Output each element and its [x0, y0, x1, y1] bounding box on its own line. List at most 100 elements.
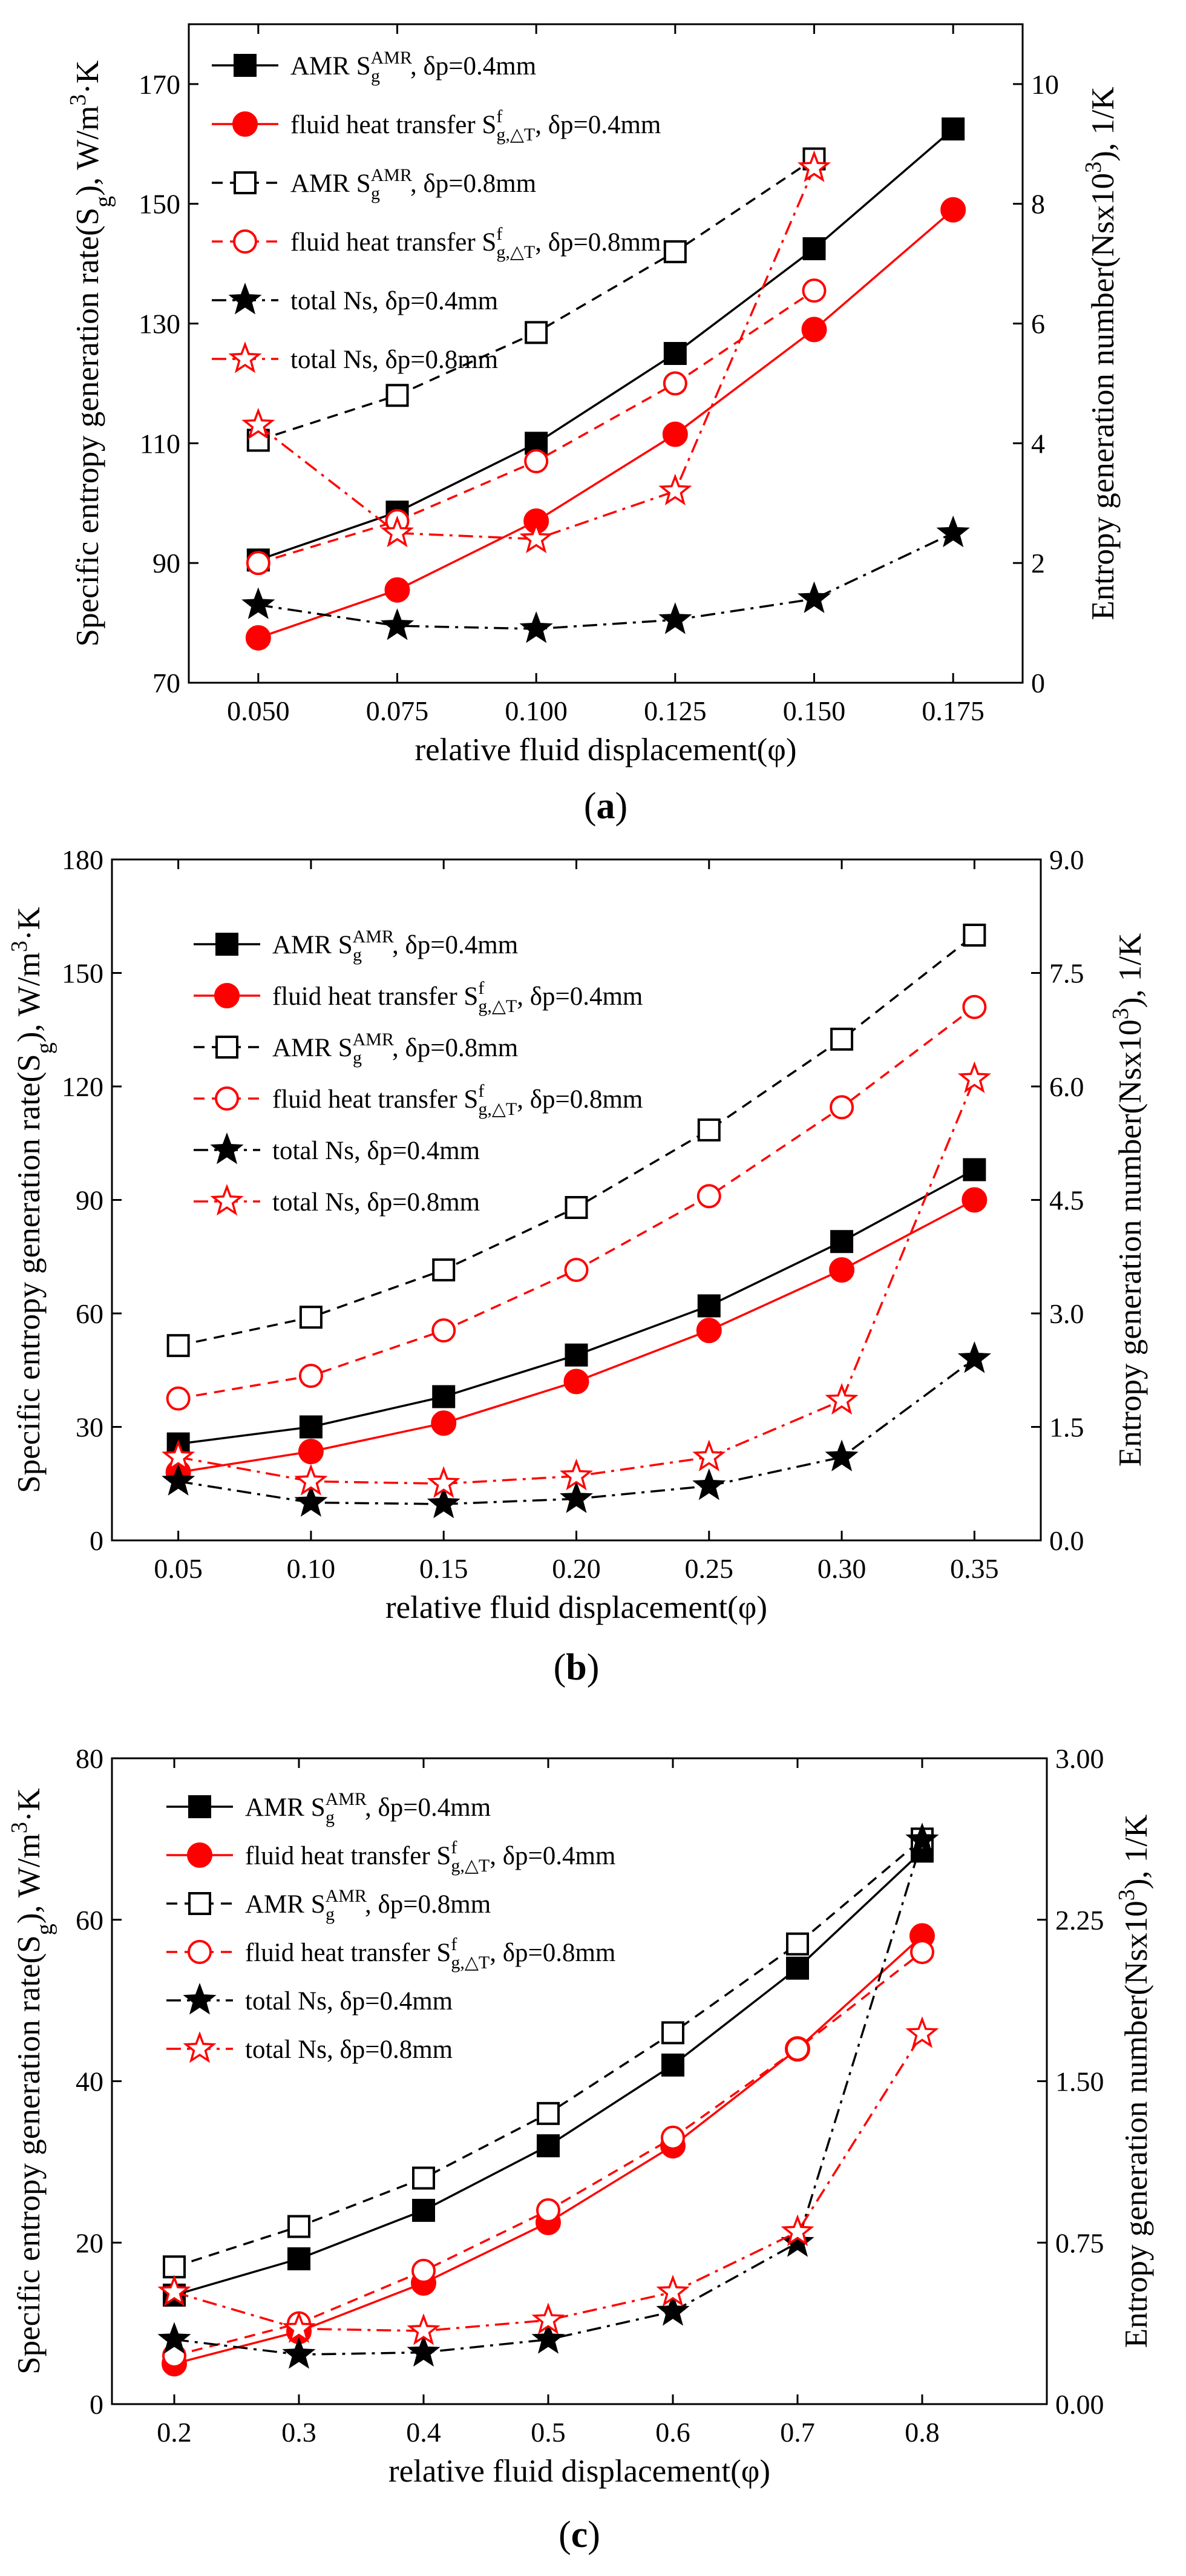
x-tick-label: 0.35	[950, 1553, 999, 1584]
legend-fluid-sup: f	[496, 107, 502, 126]
series-6-point	[531, 2302, 565, 2334]
legend-amr-sup: AMR	[371, 48, 412, 68]
series-3-point	[963, 924, 986, 947]
legend-fluid-text: fluid heat transfer S	[245, 1939, 451, 1967]
series-3-point	[697, 1118, 721, 1142]
y-axis-title-unit: ), W/m	[11, 952, 47, 1042]
series-6-point	[427, 1466, 460, 1498]
y-axis-title-sub: g	[32, 1924, 57, 1935]
series-1-point	[786, 1956, 809, 1980]
series-3-point	[166, 1334, 190, 1358]
legend-marker-2	[232, 111, 258, 137]
legend-ns-text: total Ns, δp=0.8mm	[245, 2036, 453, 2064]
series-2-point	[298, 1439, 324, 1465]
y-axis-title: Specific entropy generation rate(Sg), W/…	[7, 1788, 57, 2374]
legend-marker-5	[210, 1132, 244, 1165]
y-tick-label: 90	[152, 548, 180, 579]
legend-amr-text: AMR S	[290, 52, 371, 80]
series-6-point	[380, 515, 414, 548]
legend-fluid-text: fluid heat transfer S	[272, 982, 478, 1011]
legend-dp: , δp=0.4mm	[490, 1842, 615, 1870]
series-2-point	[962, 1187, 988, 1213]
legend-label-5: total Ns, δp=0.4mm	[272, 1137, 480, 1165]
y2-tick-label: 4	[1031, 428, 1045, 459]
x-axis-title: relative fluid displacement(φ)	[414, 732, 796, 767]
legend-marker-6	[183, 2031, 217, 2063]
y2-axis-title: Entropy generation number(Nsx103), 1/K	[1114, 1815, 1154, 2348]
series-5-point	[519, 611, 553, 643]
y-axis-title-unit: ), W/m	[11, 1833, 47, 1924]
y2-axis-title-main: Entropy generation number(Nsx10	[1119, 1901, 1154, 2348]
series-5-point	[656, 2294, 690, 2326]
y2-axis-title-sup: 3	[1081, 162, 1106, 173]
y-tick-label: 0	[90, 1525, 103, 1556]
legend-dp: , δp=0.8mm	[410, 169, 536, 198]
y-axis-title-sup: 3	[65, 94, 91, 106]
legend-dp: , δp=0.4mm	[392, 931, 518, 959]
legend-amr-text: AMR S	[245, 1793, 326, 1822]
series-1-point	[412, 2198, 435, 2222]
y2-axis-title-sup: 3	[1108, 1008, 1133, 1019]
x-tick-label: 0.8	[905, 2417, 940, 2448]
series-3-point	[412, 2166, 435, 2190]
series-4-point	[298, 1364, 323, 1388]
y2-axis-title-sup: 3	[1114, 1889, 1139, 1901]
series-6-point	[294, 1464, 328, 1496]
series-4-point	[785, 2037, 810, 2062]
series-line-1	[258, 128, 954, 561]
series-line-5	[258, 532, 954, 630]
legend-marker-2	[214, 983, 240, 1008]
series-6-point	[658, 473, 692, 505]
legend-amr-sub: g	[353, 1048, 362, 1068]
legend-label-2: fluid heat transfer Sf g,△T, δp=0.4mm	[290, 107, 661, 145]
legend-amr-text: AMR S	[272, 1034, 353, 1062]
series-3-point	[663, 240, 687, 263]
x-tick-label: 0.20	[552, 1553, 601, 1584]
series-6-point	[559, 1458, 594, 1491]
series-6-point	[282, 2311, 316, 2343]
legend-dp: , δp=0.4mm	[517, 982, 643, 1011]
series-6-point	[162, 1439, 195, 1471]
legend-amr-text: AMR S	[272, 931, 353, 959]
y2-tick-label: 10	[1031, 69, 1059, 100]
y2-axis-title-end: ), 1/K	[1086, 87, 1121, 162]
y-tick-label: 60	[76, 1905, 103, 1936]
series-5-point	[427, 1486, 460, 1519]
legend-ns-text: total Ns, δp=0.4mm	[272, 1137, 480, 1165]
legend-fluid-sub: g,△T	[478, 1099, 517, 1119]
x-tick-label: 0.075	[366, 695, 429, 726]
y2-axis-title-end: ), 1/K	[1119, 1815, 1154, 1890]
panel-label-close: )	[588, 2514, 600, 2555]
y2-tick-label: 0.00	[1055, 2389, 1104, 2420]
legend-dp: , δp=0.4mm	[365, 1793, 491, 1822]
legend-label-4: fluid heat transfer Sf g,△T, δp=0.8mm	[245, 1934, 615, 1973]
x-tick-label: 0.050	[227, 695, 290, 726]
legend-label-3: AMR SAMR g , δp=0.8mm	[290, 165, 536, 203]
legend-amr-sup: AMR	[371, 165, 412, 185]
series-4-point	[661, 2125, 685, 2150]
legend-amr-text: AMR S	[245, 1890, 326, 1919]
series-5-point	[957, 1341, 991, 1373]
legend-marker-1	[234, 54, 257, 77]
x-tick-label: 0.4	[406, 2417, 441, 2448]
series-5-point	[241, 587, 275, 619]
legend-dp: , δp=0.8mm	[365, 1890, 491, 1919]
series-1-point	[697, 1294, 721, 1318]
series-3-point	[163, 2255, 186, 2279]
panel-label-close: )	[587, 1647, 600, 1688]
panel-label-b: (b)	[554, 1647, 600, 1688]
x-tick-label: 0.3	[281, 2417, 316, 2448]
legend-marker-5	[228, 282, 262, 315]
series-6-point	[519, 521, 553, 554]
legend-fluid-sup: f	[496, 224, 502, 244]
y2-tick-label: 0.75	[1055, 2227, 1104, 2258]
y-axis-title-sub: g	[91, 196, 116, 208]
y2-tick-label: 1.5	[1049, 1412, 1084, 1443]
series-5-point	[531, 2322, 565, 2354]
panel-label-letter: a	[597, 786, 615, 827]
legend-amr-sub: g	[371, 66, 380, 86]
legend-label-3: AMR SAMR g , δp=0.8mm	[245, 1886, 491, 1924]
legend-marker-2	[187, 1842, 212, 1868]
y-tick-label: 150	[139, 189, 180, 220]
legend-dp: , δp=0.8mm	[535, 228, 661, 257]
